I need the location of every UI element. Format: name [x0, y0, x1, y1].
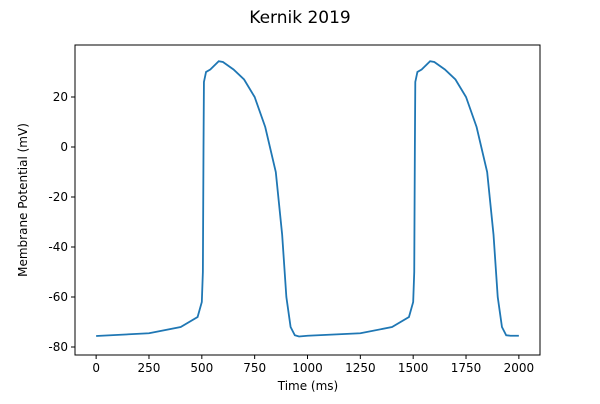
y-tick-label: -60 — [48, 290, 68, 304]
x-tick-label: 500 — [190, 361, 213, 375]
x-tick-label: 250 — [138, 361, 161, 375]
x-tick-label: 2000 — [504, 361, 535, 375]
y-tick-label: 0 — [60, 140, 68, 154]
x-tick-label: 1250 — [345, 361, 376, 375]
y-tick-label: -80 — [48, 340, 68, 354]
x-tick-label: 1750 — [451, 361, 482, 375]
y-tick-label: 20 — [53, 90, 68, 104]
x-tick-label: 1000 — [292, 361, 323, 375]
line-series — [96, 60, 519, 338]
y-axis-label: Membrane Potential (mV) — [16, 123, 30, 277]
x-tick-label: 0 — [92, 361, 100, 375]
plot-frame — [74, 44, 541, 356]
x-axis-label: Time (ms) — [277, 379, 339, 393]
chart-title: Kernik 2019 — [249, 8, 350, 28]
y-tick-label: -20 — [48, 190, 68, 204]
x-tick-label: 1500 — [398, 361, 429, 375]
y-tick-label: -40 — [48, 240, 68, 254]
x-tick-label: 750 — [243, 361, 266, 375]
